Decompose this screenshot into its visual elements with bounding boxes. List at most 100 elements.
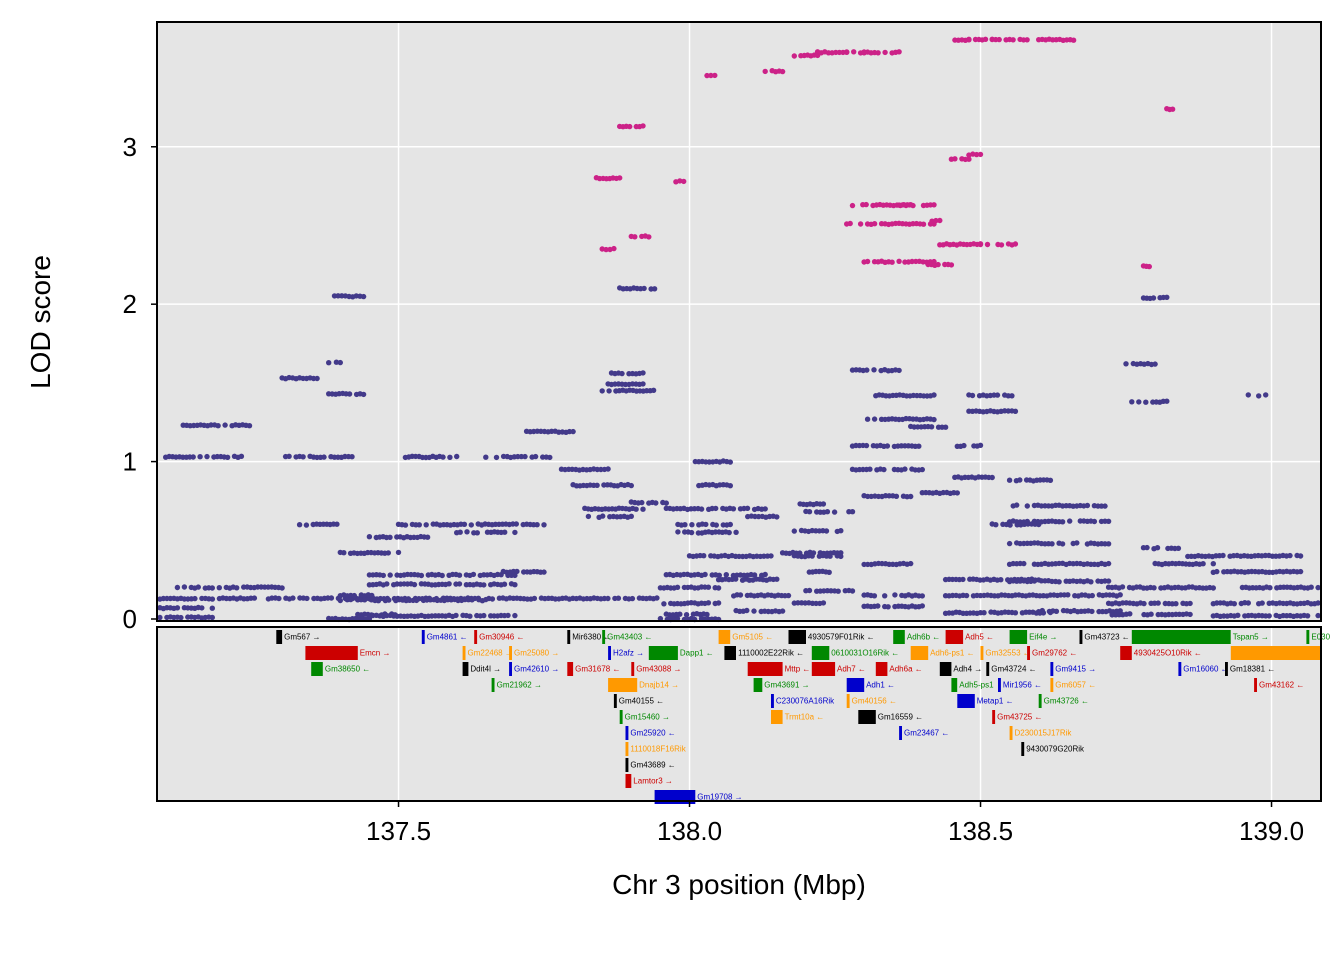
lod-point — [1187, 600, 1193, 607]
lod-point — [977, 151, 984, 158]
lod-point — [791, 528, 797, 534]
lod-point — [411, 581, 418, 588]
lod-point — [629, 595, 636, 602]
lod-point — [300, 454, 306, 460]
gene-bar — [986, 662, 990, 676]
lod-point — [713, 522, 719, 528]
lod-point — [628, 482, 634, 489]
lod-point — [723, 572, 729, 578]
gene-panel-border — [156, 626, 1322, 802]
lod-point — [639, 499, 645, 506]
lod-point — [1259, 600, 1265, 606]
gene-label: Emcn → — [360, 649, 391, 658]
lod-point — [224, 454, 231, 460]
lod-point — [1012, 241, 1019, 247]
lod-point — [826, 569, 832, 575]
lod-point — [966, 156, 972, 162]
gene-label: Gm25080 → — [514, 649, 559, 658]
gene-bar — [619, 710, 623, 724]
lod-point — [813, 600, 819, 607]
lod-point — [326, 360, 332, 366]
lod-point — [762, 506, 768, 512]
lod-point — [387, 572, 393, 578]
lod-point — [276, 595, 282, 602]
lod-point — [653, 500, 659, 506]
gene-label: Metap1 ← — [977, 697, 1014, 706]
lod-point — [1007, 522, 1013, 528]
lod-point — [708, 72, 714, 79]
lod-point — [197, 454, 203, 460]
lod-point — [534, 522, 540, 528]
y-tick-label: 3 — [123, 132, 137, 162]
lod-point — [501, 581, 508, 587]
lod-point — [351, 592, 357, 599]
lod-point — [1151, 585, 1157, 591]
lod-point — [1315, 600, 1321, 606]
gene-label: Gm19708 → — [697, 793, 742, 802]
lod-point — [619, 370, 625, 377]
lod-point — [977, 442, 984, 448]
lod-point — [1074, 540, 1080, 546]
lod-point — [386, 597, 392, 603]
lod-point — [1304, 613, 1311, 619]
lod-point — [335, 293, 341, 299]
lod-point — [737, 592, 744, 598]
lod-point — [857, 221, 864, 227]
gene-bar — [509, 646, 512, 660]
lod-point — [931, 392, 937, 398]
gene-label: Eif4e → — [1029, 633, 1057, 642]
gene-label: Gm16559 ← — [878, 713, 923, 722]
lod-point — [713, 505, 719, 512]
lod-point — [893, 493, 900, 499]
lod-point — [1006, 540, 1013, 547]
gene-label: Gm21962 → — [497, 681, 542, 690]
lod-point — [341, 550, 347, 556]
gene-label: Adh5-ps1 — [959, 681, 994, 690]
y-tick-label: 2 — [123, 289, 137, 319]
gene-label: Gm40156 ← — [852, 697, 897, 706]
gene-label: Adh6b ← — [907, 633, 940, 642]
lod-point — [468, 522, 474, 528]
lod-point — [774, 514, 780, 520]
lod-point — [222, 422, 228, 428]
gene-bar — [631, 662, 635, 676]
lod-point — [933, 217, 939, 224]
gene-bar — [747, 662, 783, 676]
lod-point — [871, 416, 878, 422]
gene-bar — [1306, 630, 1310, 644]
x-tick-label: 138.0 — [657, 816, 722, 846]
lod-point — [481, 612, 487, 619]
lod-point — [1245, 392, 1252, 398]
lod-point — [1047, 477, 1054, 483]
lod-point — [963, 592, 970, 599]
lod-point — [674, 615, 681, 622]
lod-point — [605, 466, 611, 472]
lod-point — [1059, 541, 1066, 547]
gene-bar — [421, 630, 425, 644]
gene-bar — [602, 630, 606, 644]
gene-label: Adh4 → — [953, 665, 982, 674]
lod-point — [875, 603, 881, 609]
lod-point — [246, 423, 253, 429]
lod-point — [779, 68, 786, 75]
lod-point — [209, 605, 215, 611]
lod-point — [1235, 612, 1241, 618]
lod-point — [600, 513, 606, 519]
lod-point — [512, 612, 518, 619]
lod-point — [461, 521, 468, 527]
lod-point — [677, 611, 683, 617]
lod-point — [864, 367, 870, 373]
lod-point — [402, 522, 409, 528]
gene-label: Adh7 ← — [837, 665, 866, 674]
lod-point — [1102, 503, 1108, 509]
lod-point — [892, 592, 898, 598]
gene-bar — [1021, 742, 1025, 756]
lod-point — [920, 221, 927, 227]
gene-bar — [1038, 694, 1042, 708]
gene-label: Gm43691 → — [764, 681, 809, 690]
gene-bar — [1230, 646, 1320, 660]
lod-point — [795, 600, 801, 606]
lod-point — [603, 246, 609, 253]
lod-point — [640, 123, 646, 129]
lod-point — [744, 607, 750, 614]
